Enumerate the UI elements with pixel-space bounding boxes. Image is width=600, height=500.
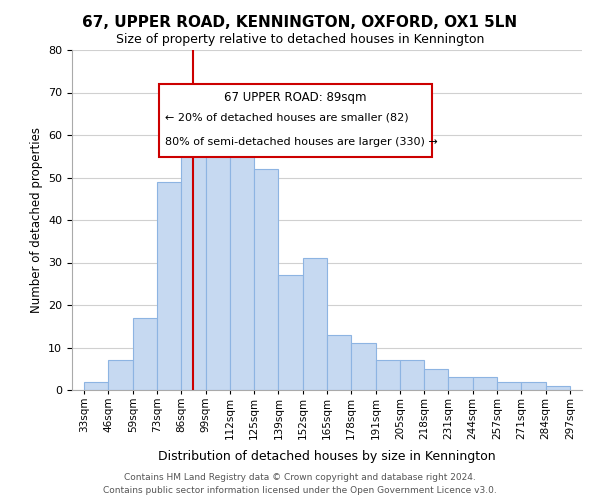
Bar (109, 360, 133, 390)
Bar (327, 335, 351, 390)
Bar (473, 378, 497, 390)
Text: Contains HM Land Registry data © Crown copyright and database right 2024.
Contai: Contains HM Land Registry data © Crown c… (103, 474, 497, 495)
FancyBboxPatch shape (158, 84, 431, 157)
Bar (278, 275, 303, 390)
Bar (400, 360, 424, 390)
X-axis label: Distribution of detached houses by size in Kennington: Distribution of detached houses by size … (158, 450, 496, 463)
Bar (448, 378, 473, 390)
Text: 67, UPPER ROAD, KENNINGTON, OXFORD, OX1 5LN: 67, UPPER ROAD, KENNINGTON, OXFORD, OX1 … (82, 15, 518, 30)
Text: Size of property relative to detached houses in Kennington: Size of property relative to detached ho… (116, 32, 484, 46)
Bar (424, 369, 448, 390)
Bar (230, 148, 254, 390)
Bar (303, 258, 327, 390)
Bar (181, 135, 206, 390)
Bar (84, 382, 109, 390)
Bar (376, 360, 400, 390)
Bar (521, 382, 545, 390)
Y-axis label: Number of detached properties: Number of detached properties (29, 127, 43, 313)
Bar (497, 382, 521, 390)
Bar (133, 318, 157, 390)
Bar (206, 126, 230, 390)
Text: ← 20% of detached houses are smaller (82): ← 20% of detached houses are smaller (82… (165, 113, 409, 123)
Bar (157, 182, 181, 390)
Bar (254, 169, 278, 390)
Text: 67 UPPER ROAD: 89sqm: 67 UPPER ROAD: 89sqm (224, 92, 367, 104)
Text: 80% of semi-detached houses are larger (330) →: 80% of semi-detached houses are larger (… (165, 136, 437, 146)
Bar (545, 386, 570, 390)
Bar (351, 343, 376, 390)
